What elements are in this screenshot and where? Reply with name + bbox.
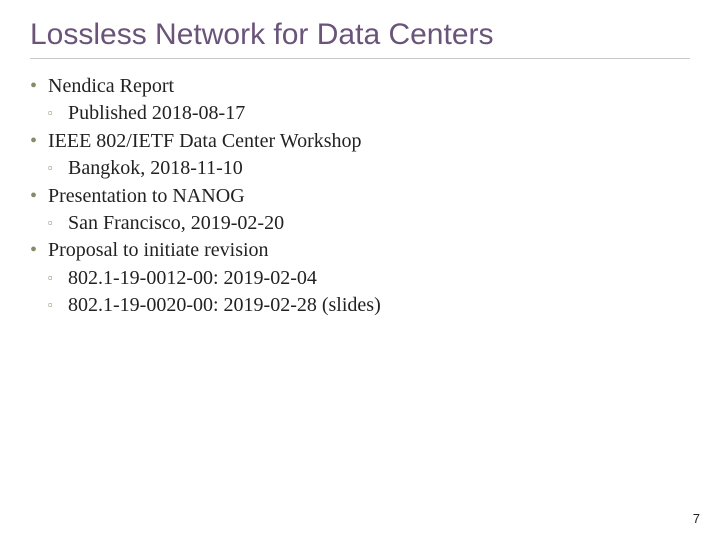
list-item-label: Proposal to initiate revision — [48, 237, 269, 263]
list-subitem: ▫ 802.1-19-0012-00: 2019-02-04 — [30, 265, 690, 291]
slide-content: • Nendica Report ▫ Published 2018-08-17 … — [30, 73, 690, 319]
list-subitem: ▫ 802.1-19-0020-00: 2019-02-28 (slides) — [30, 292, 690, 318]
list-subitem-label: Bangkok, 2018-11-10 — [68, 155, 243, 181]
sub-bullet-icon: ▫ — [48, 210, 68, 236]
list-item-label: IEEE 802/IETF Data Center Workshop — [48, 128, 362, 154]
list-item: • Proposal to initiate revision — [30, 237, 690, 263]
page-number: 7 — [693, 511, 700, 526]
slide-title: Lossless Network for Data Centers — [30, 18, 690, 59]
list-item-label: Presentation to NANOG — [48, 183, 245, 209]
list-item: • IEEE 802/IETF Data Center Workshop — [30, 128, 690, 154]
list-subitem-label: San Francisco, 2019-02-20 — [68, 210, 284, 236]
bullet-icon: • — [30, 73, 48, 99]
bullet-icon: • — [30, 237, 48, 263]
list-subitem-label: 802.1-19-0020-00: 2019-02-28 (slides) — [68, 292, 381, 318]
list-item: • Nendica Report — [30, 73, 690, 99]
list-subitem: ▫ San Francisco, 2019-02-20 — [30, 210, 690, 236]
list-item-label: Nendica Report — [48, 73, 174, 99]
list-subitem-label: Published 2018-08-17 — [68, 100, 245, 126]
sub-bullet-icon: ▫ — [48, 292, 68, 318]
sub-bullet-icon: ▫ — [48, 100, 68, 126]
bullet-icon: • — [30, 128, 48, 154]
sub-bullet-icon: ▫ — [48, 265, 68, 291]
bullet-icon: • — [30, 183, 48, 209]
list-subitem: ▫ Bangkok, 2018-11-10 — [30, 155, 690, 181]
slide: Lossless Network for Data Centers • Nend… — [0, 0, 720, 540]
list-subitem-label: 802.1-19-0012-00: 2019-02-04 — [68, 265, 317, 291]
sub-bullet-icon: ▫ — [48, 155, 68, 181]
list-item: • Presentation to NANOG — [30, 183, 690, 209]
list-subitem: ▫ Published 2018-08-17 — [30, 100, 690, 126]
